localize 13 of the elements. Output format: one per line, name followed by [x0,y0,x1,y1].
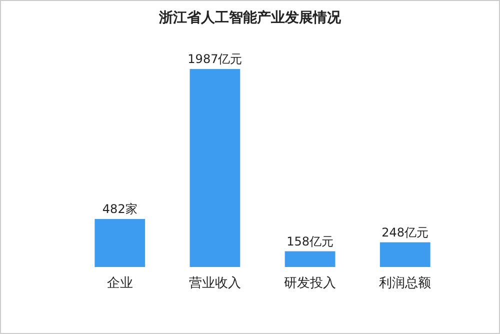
bar [284,251,336,267]
bar [380,242,430,267]
x-tick-label: 研发投入 [284,276,336,291]
x-tick-label: 企业 [106,276,133,291]
bar [190,69,240,267]
x-tick-label: 营业收入 [188,276,241,291]
data-label: 158亿元 [286,234,334,248]
data-label: 482家 [102,202,138,216]
data-label: 248亿元 [382,225,429,240]
x-tick-label: 利润总额 [379,276,432,291]
data-label: 1987亿元 [188,52,242,66]
bar [94,218,146,267]
chart-title: 浙江省人工智能产业发展情况 [158,9,342,26]
